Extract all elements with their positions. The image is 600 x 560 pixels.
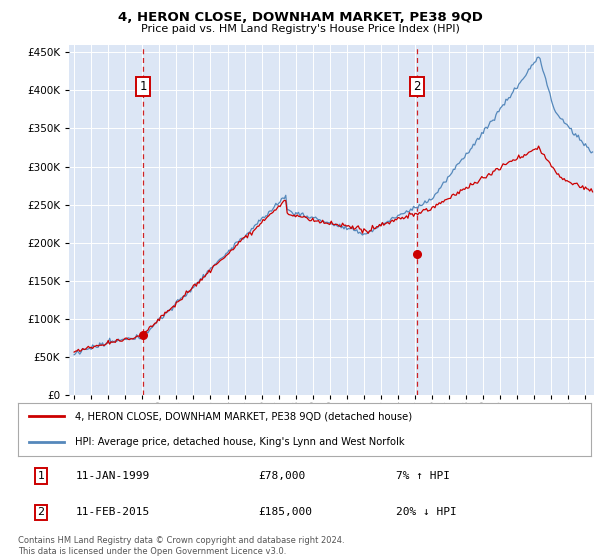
Text: 4, HERON CLOSE, DOWNHAM MARKET, PE38 9QD (detached house): 4, HERON CLOSE, DOWNHAM MARKET, PE38 9QD… [76,412,412,422]
Text: 11-JAN-1999: 11-JAN-1999 [76,471,149,481]
Text: 20% ↓ HPI: 20% ↓ HPI [396,507,457,517]
Text: 2: 2 [413,80,421,93]
Text: 1: 1 [37,471,44,481]
Text: HPI: Average price, detached house, King's Lynn and West Norfolk: HPI: Average price, detached house, King… [76,436,405,446]
Text: Price paid vs. HM Land Registry's House Price Index (HPI): Price paid vs. HM Land Registry's House … [140,24,460,34]
Text: 11-FEB-2015: 11-FEB-2015 [76,507,149,517]
Text: 7% ↑ HPI: 7% ↑ HPI [396,471,450,481]
Text: Contains HM Land Registry data © Crown copyright and database right 2024.
This d: Contains HM Land Registry data © Crown c… [18,536,344,556]
Text: 2: 2 [37,507,44,517]
Text: 4, HERON CLOSE, DOWNHAM MARKET, PE38 9QD: 4, HERON CLOSE, DOWNHAM MARKET, PE38 9QD [118,11,482,24]
Text: 1: 1 [139,80,147,93]
Text: £185,000: £185,000 [259,507,313,517]
Text: £78,000: £78,000 [259,471,306,481]
